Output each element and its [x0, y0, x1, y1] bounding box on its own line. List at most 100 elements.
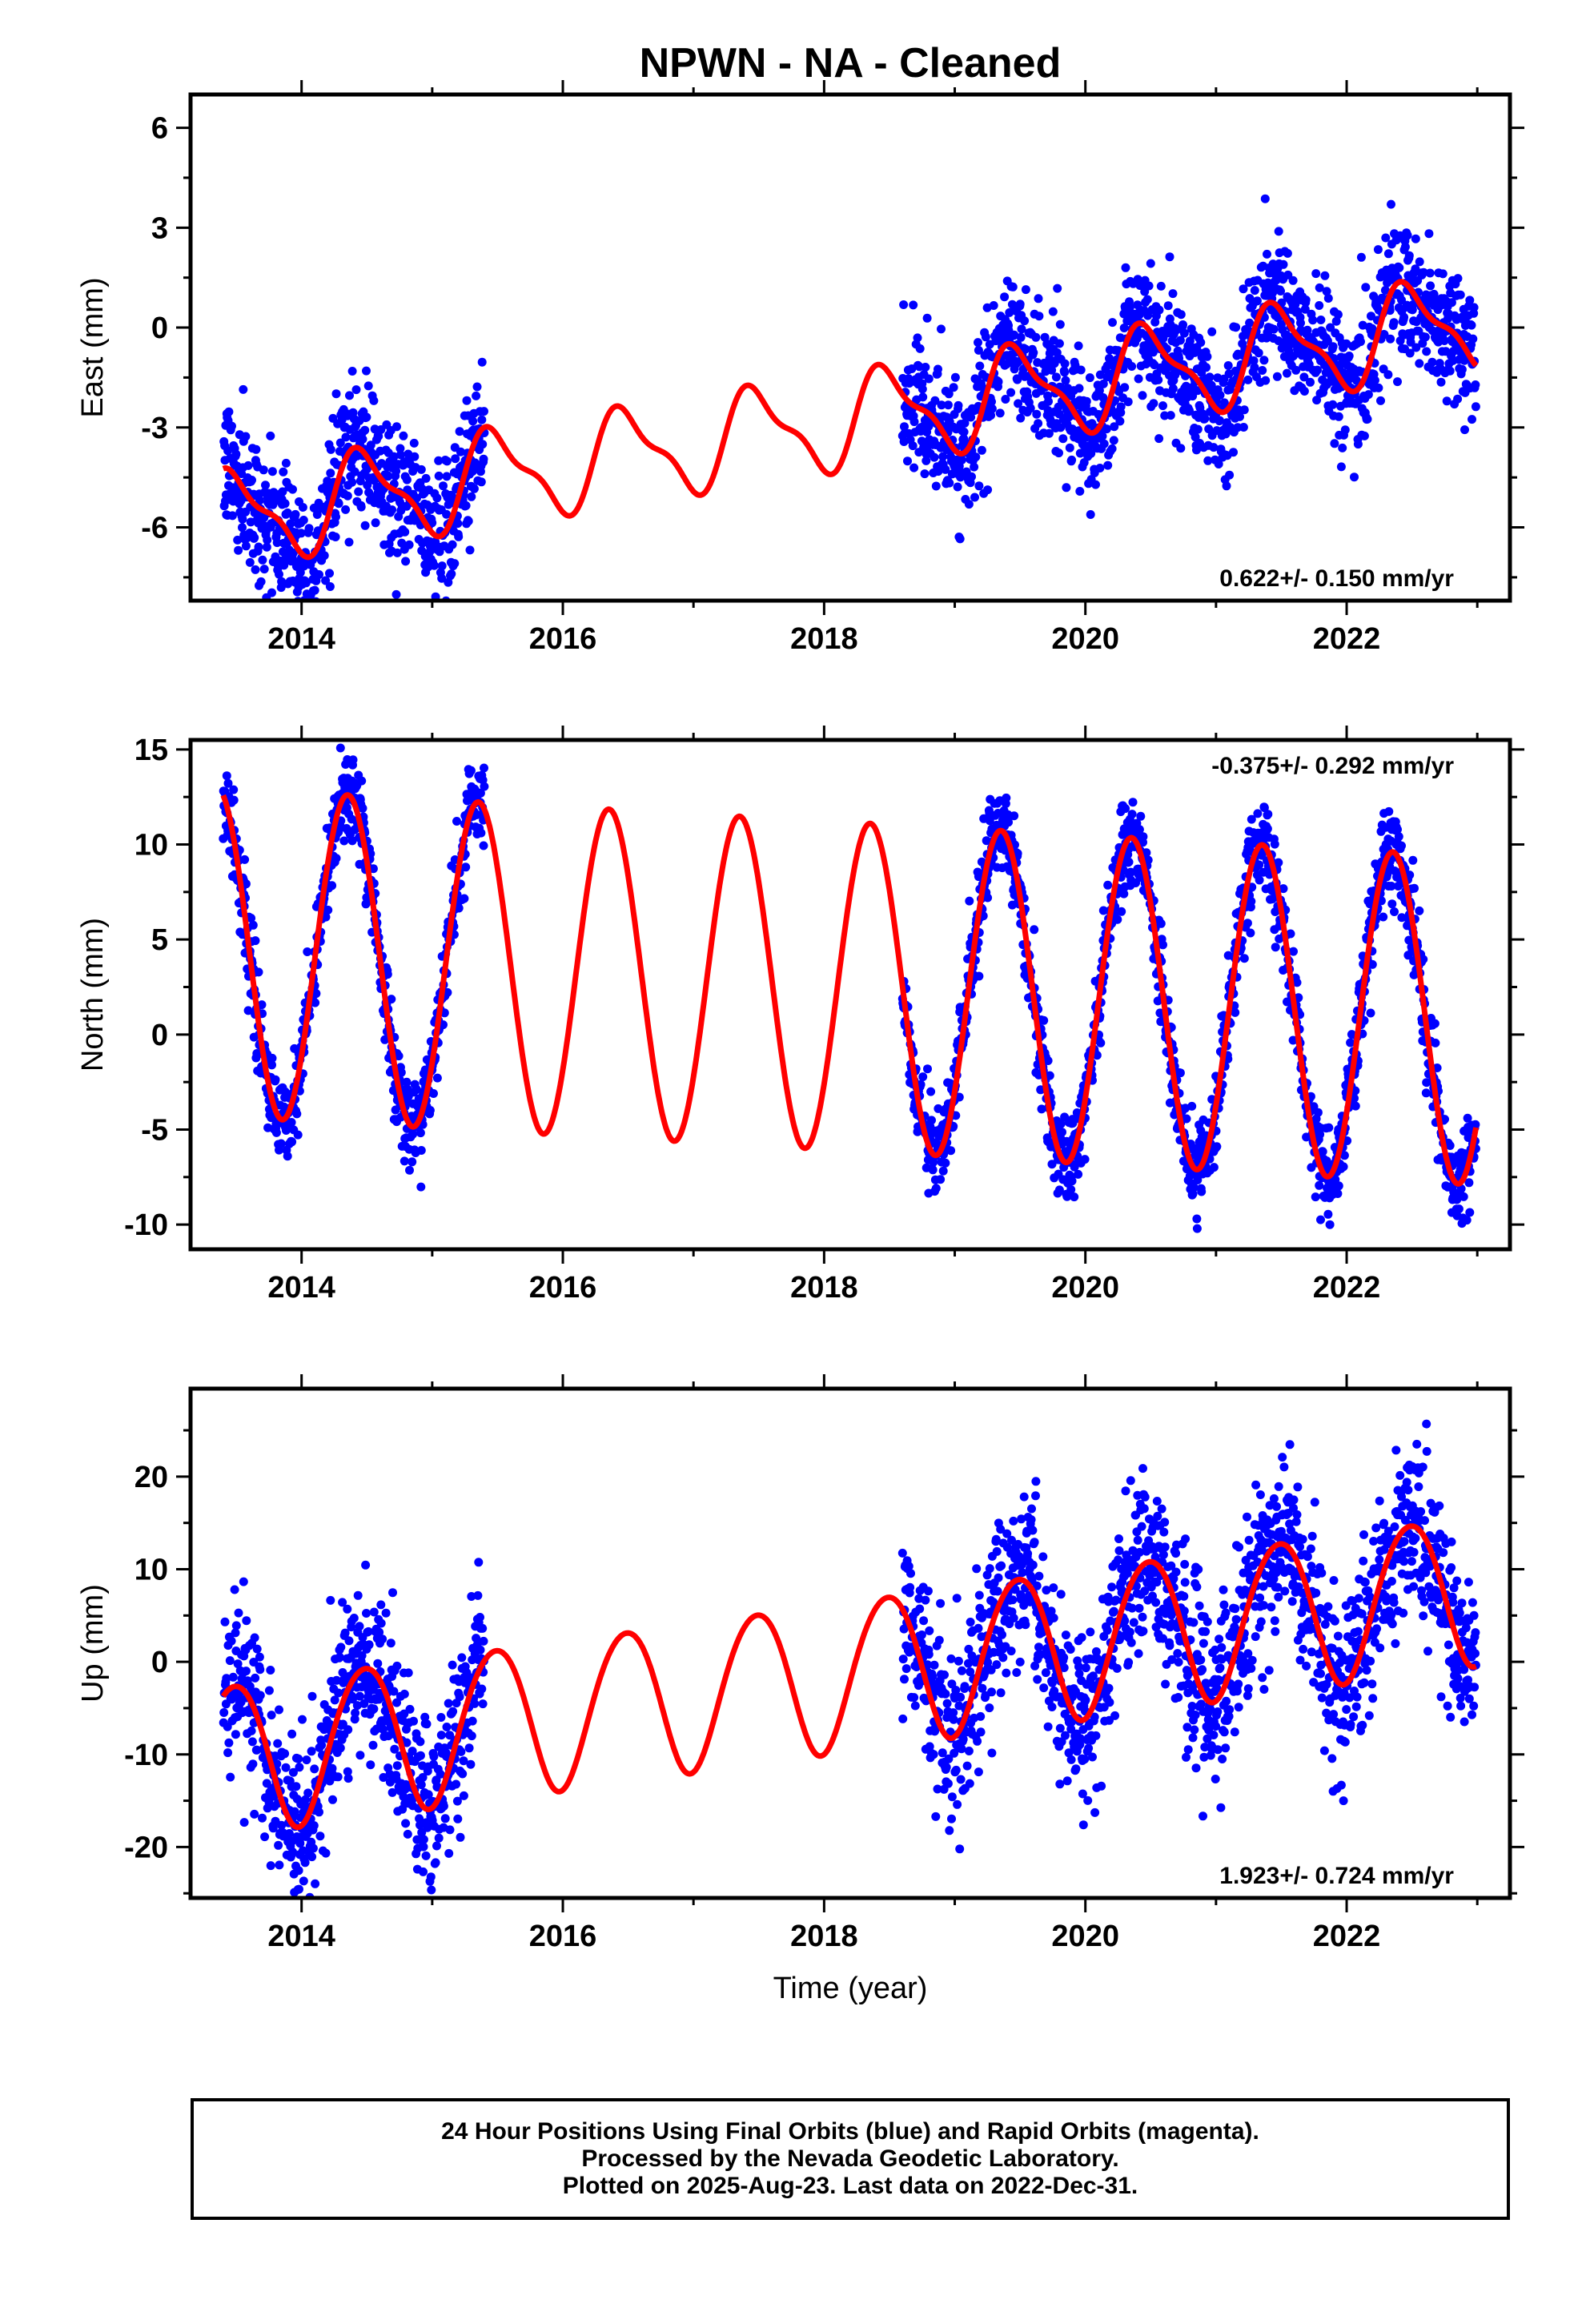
data-point [1047, 365, 1057, 375]
data-point [1095, 370, 1105, 380]
data-point [468, 416, 478, 426]
data-point [1315, 301, 1324, 310]
data-point [1014, 357, 1023, 367]
data-point [1123, 397, 1133, 407]
data-point [1189, 1183, 1199, 1192]
data-point [1283, 368, 1291, 378]
data-point [405, 1165, 414, 1175]
data-point [1168, 384, 1178, 393]
data-point [408, 1157, 417, 1167]
data-point [1196, 338, 1206, 348]
data-point [1330, 439, 1339, 448]
data-point [308, 1844, 318, 1853]
data-point [1363, 414, 1372, 424]
data-point [1215, 416, 1224, 425]
data-point [225, 1656, 235, 1666]
data-point [419, 1842, 428, 1852]
data-point [472, 391, 481, 400]
data-point [288, 485, 297, 494]
data-point [1066, 1185, 1076, 1194]
data-point [1058, 1128, 1066, 1137]
data-point [389, 1687, 399, 1696]
data-point [1054, 448, 1063, 458]
data-point [1325, 1220, 1335, 1229]
data-point [1103, 880, 1113, 890]
data-point [1095, 464, 1105, 472]
data-point [1324, 1123, 1334, 1132]
data-point [1259, 356, 1269, 365]
data-point [1034, 312, 1044, 321]
data-point [362, 366, 371, 376]
data-point [1449, 1188, 1459, 1196]
data-point [366, 1760, 375, 1770]
data-point [223, 1748, 233, 1758]
data-point [400, 1156, 409, 1166]
data-point [363, 381, 373, 391]
data-point [234, 545, 243, 555]
data-point [1263, 824, 1272, 834]
rate-label: 0.622+/- 0.150 mm/yr [1219, 565, 1454, 592]
data-point [419, 1867, 428, 1876]
data-point [1356, 337, 1365, 347]
data-point [1223, 361, 1233, 370]
data-point [310, 585, 319, 595]
data-point [941, 1158, 950, 1168]
data-point [1436, 377, 1446, 387]
data-point [1062, 1192, 1072, 1201]
data-point [1316, 316, 1326, 324]
data-point [1103, 460, 1113, 470]
data-point [918, 392, 928, 402]
data-point [416, 1780, 426, 1790]
data-point [325, 1776, 335, 1786]
data-point [476, 828, 486, 838]
data-point [1020, 316, 1030, 326]
data-point [1361, 283, 1371, 292]
x-tick-label: 2014 [267, 1271, 335, 1305]
data-point [1060, 359, 1070, 368]
data-points [219, 1419, 1480, 1898]
data-point [974, 338, 982, 348]
data-point [1047, 1160, 1057, 1169]
data-point [343, 1767, 352, 1776]
data-point [909, 463, 919, 472]
data-point [376, 1618, 386, 1628]
data-point [1178, 320, 1187, 329]
data-point [224, 1738, 234, 1747]
data-point [1311, 1192, 1320, 1202]
data-point [1146, 259, 1155, 268]
data-point [1405, 870, 1415, 880]
data-point [343, 491, 352, 501]
data-point [1128, 798, 1138, 807]
data-point [1156, 281, 1166, 291]
data-point [923, 1064, 932, 1074]
data-point [983, 485, 993, 495]
data-point [256, 577, 266, 586]
data-point [454, 532, 464, 541]
data-point [426, 1872, 436, 1882]
model-curve [221, 279, 1479, 561]
data-point [351, 1708, 360, 1718]
data-point [1397, 913, 1407, 923]
data-point [1192, 1224, 1202, 1233]
data-point [1243, 919, 1252, 928]
data-point [1394, 832, 1403, 842]
data-point [312, 510, 322, 519]
data-point [303, 947, 312, 956]
data-point [431, 592, 440, 601]
data-point [1411, 234, 1420, 243]
data-point [1002, 793, 1011, 802]
data-point [1121, 804, 1130, 814]
data-point [394, 1051, 404, 1061]
x-tick-label: 2022 [1313, 1271, 1381, 1305]
data-point [1075, 487, 1085, 496]
data-point [301, 578, 311, 588]
data-point [1231, 323, 1241, 332]
data-point [311, 1879, 320, 1888]
data-point [1393, 825, 1402, 834]
data-point [983, 893, 993, 903]
data-point [987, 397, 996, 407]
data-point [1299, 372, 1309, 382]
data-point [321, 912, 331, 922]
data-point [1276, 287, 1285, 296]
data-point [356, 502, 366, 512]
